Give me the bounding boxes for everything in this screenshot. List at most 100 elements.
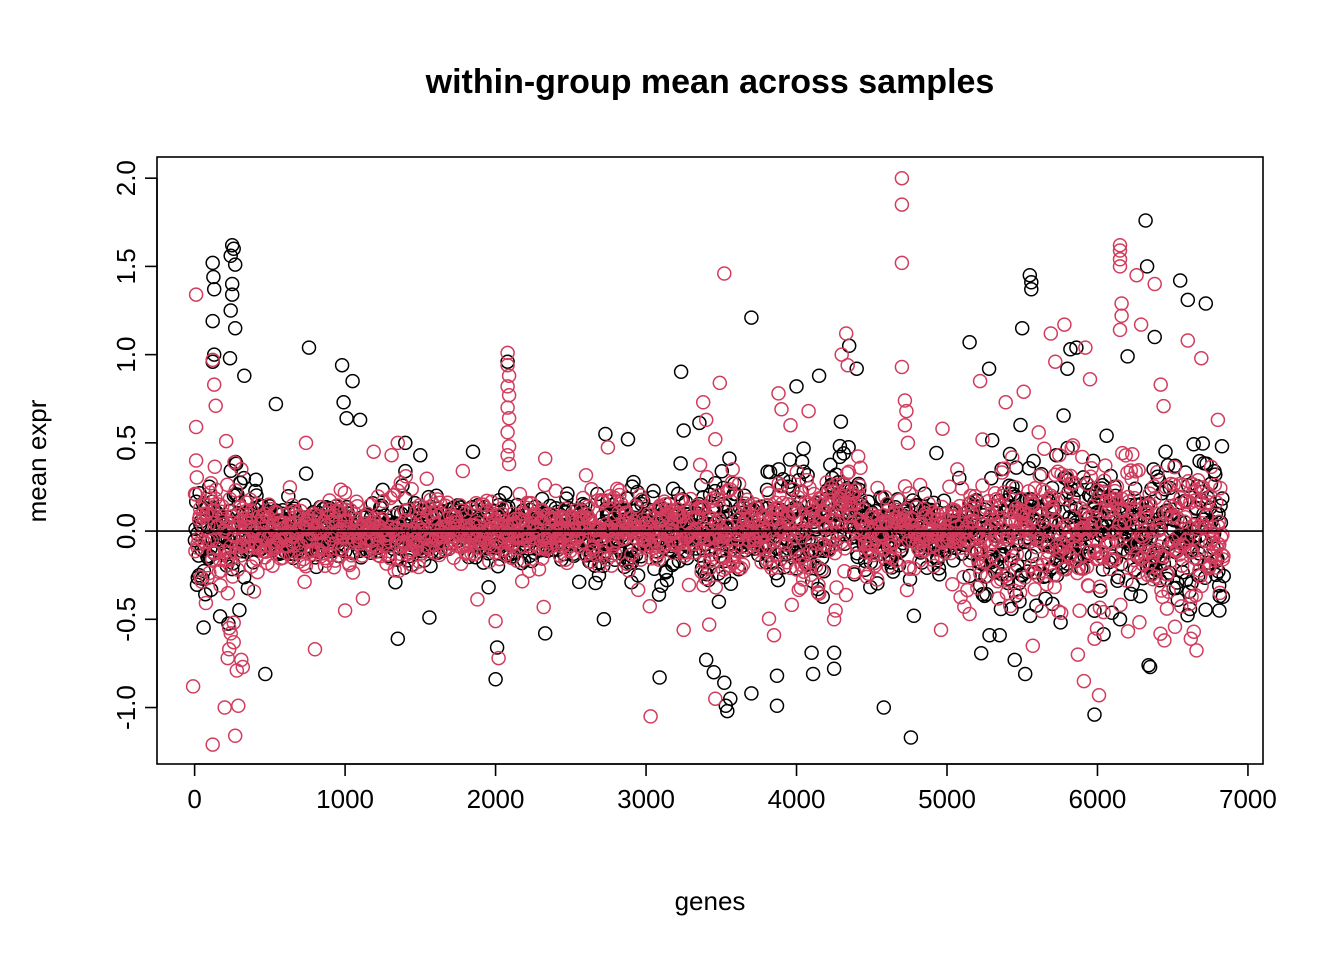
data-point xyxy=(339,410,354,426)
data-point xyxy=(972,373,988,389)
data-point xyxy=(795,548,810,564)
data-point xyxy=(897,393,913,408)
data-point xyxy=(814,562,829,578)
data-point xyxy=(1089,621,1105,636)
data-point xyxy=(984,433,1000,448)
data-point xyxy=(932,567,947,582)
data-point xyxy=(1172,273,1188,288)
data-point xyxy=(642,599,658,614)
data-point xyxy=(758,542,773,557)
data-point xyxy=(512,486,528,502)
data-point xyxy=(220,650,235,666)
data-point xyxy=(1129,267,1144,283)
data-point xyxy=(352,412,368,428)
data-point xyxy=(345,373,360,389)
data-point xyxy=(488,672,503,687)
data-point xyxy=(708,691,723,706)
data-point xyxy=(692,457,708,473)
data-point xyxy=(727,549,742,565)
data-point xyxy=(937,512,952,527)
y-tick-label: 0.5 xyxy=(111,425,141,461)
data-point xyxy=(1056,408,1071,423)
data-point xyxy=(982,628,997,643)
data-point xyxy=(287,503,302,519)
data-point xyxy=(826,645,842,661)
data-point xyxy=(1170,510,1185,526)
data-point xyxy=(501,439,517,454)
data-point xyxy=(604,548,620,563)
data-point xyxy=(454,503,470,518)
data-point xyxy=(1022,267,1038,283)
data-point xyxy=(1098,458,1113,473)
data-point xyxy=(1033,563,1049,579)
data-point xyxy=(1079,559,1095,575)
data-point xyxy=(501,368,517,384)
data-point xyxy=(382,550,398,566)
data-point xyxy=(1118,448,1133,463)
data-point xyxy=(621,563,636,578)
data-point xyxy=(1194,350,1209,366)
data-point xyxy=(1085,509,1100,525)
data-point xyxy=(1132,615,1147,630)
data-point xyxy=(771,462,786,477)
data-point xyxy=(725,462,740,477)
data-point xyxy=(870,576,885,591)
data-point xyxy=(933,622,949,638)
data-point xyxy=(1167,459,1182,475)
data-point xyxy=(1069,340,1084,355)
data-point xyxy=(1080,476,1095,492)
data-point xyxy=(1147,490,1163,506)
data-point xyxy=(1032,468,1048,484)
data-point xyxy=(296,556,312,572)
data-point xyxy=(1090,483,1105,498)
data-point xyxy=(1154,583,1169,598)
data-point xyxy=(297,574,312,590)
data-point xyxy=(1009,547,1025,562)
data-point xyxy=(1062,548,1078,564)
data-point xyxy=(789,379,804,394)
data-point xyxy=(1210,412,1226,428)
data-point xyxy=(620,432,636,447)
data-point xyxy=(500,379,515,394)
data-point xyxy=(1147,329,1162,345)
data-point xyxy=(761,611,777,627)
data-point xyxy=(1053,615,1068,630)
data-point xyxy=(744,310,759,325)
data-point xyxy=(894,359,910,375)
data-point xyxy=(337,603,353,618)
data-point xyxy=(840,466,855,481)
data-point xyxy=(962,335,977,350)
data-point xyxy=(1096,484,1111,499)
data-point xyxy=(996,461,1012,476)
data-point xyxy=(681,577,697,593)
data-point xyxy=(925,552,940,567)
data-point xyxy=(221,616,236,631)
data-point xyxy=(714,464,730,479)
data-point xyxy=(188,453,204,468)
plot-frame xyxy=(156,156,1264,765)
data-point xyxy=(501,456,517,472)
data-point xyxy=(718,698,734,714)
data-point xyxy=(206,347,222,362)
data-point xyxy=(799,472,814,488)
data-point xyxy=(1161,584,1176,600)
data-point xyxy=(993,572,1009,587)
data-point xyxy=(1203,459,1219,475)
data-point xyxy=(894,255,910,271)
data-point xyxy=(609,481,625,497)
data-point xyxy=(1001,532,1016,547)
data-point xyxy=(1021,461,1037,476)
data-point xyxy=(219,552,234,568)
data-point xyxy=(1039,576,1054,592)
y-tick-label: -1.0 xyxy=(111,685,141,730)
data-point xyxy=(1199,456,1214,472)
data-point xyxy=(912,477,928,493)
data-point xyxy=(698,412,714,428)
data-point xyxy=(634,492,650,507)
data-point xyxy=(578,468,594,483)
data-point xyxy=(1186,624,1202,639)
x-tick-label: 5000 xyxy=(918,784,976,814)
y-tick-label: 1.5 xyxy=(111,248,141,284)
data-point xyxy=(1146,479,1162,494)
data-point xyxy=(355,591,371,606)
